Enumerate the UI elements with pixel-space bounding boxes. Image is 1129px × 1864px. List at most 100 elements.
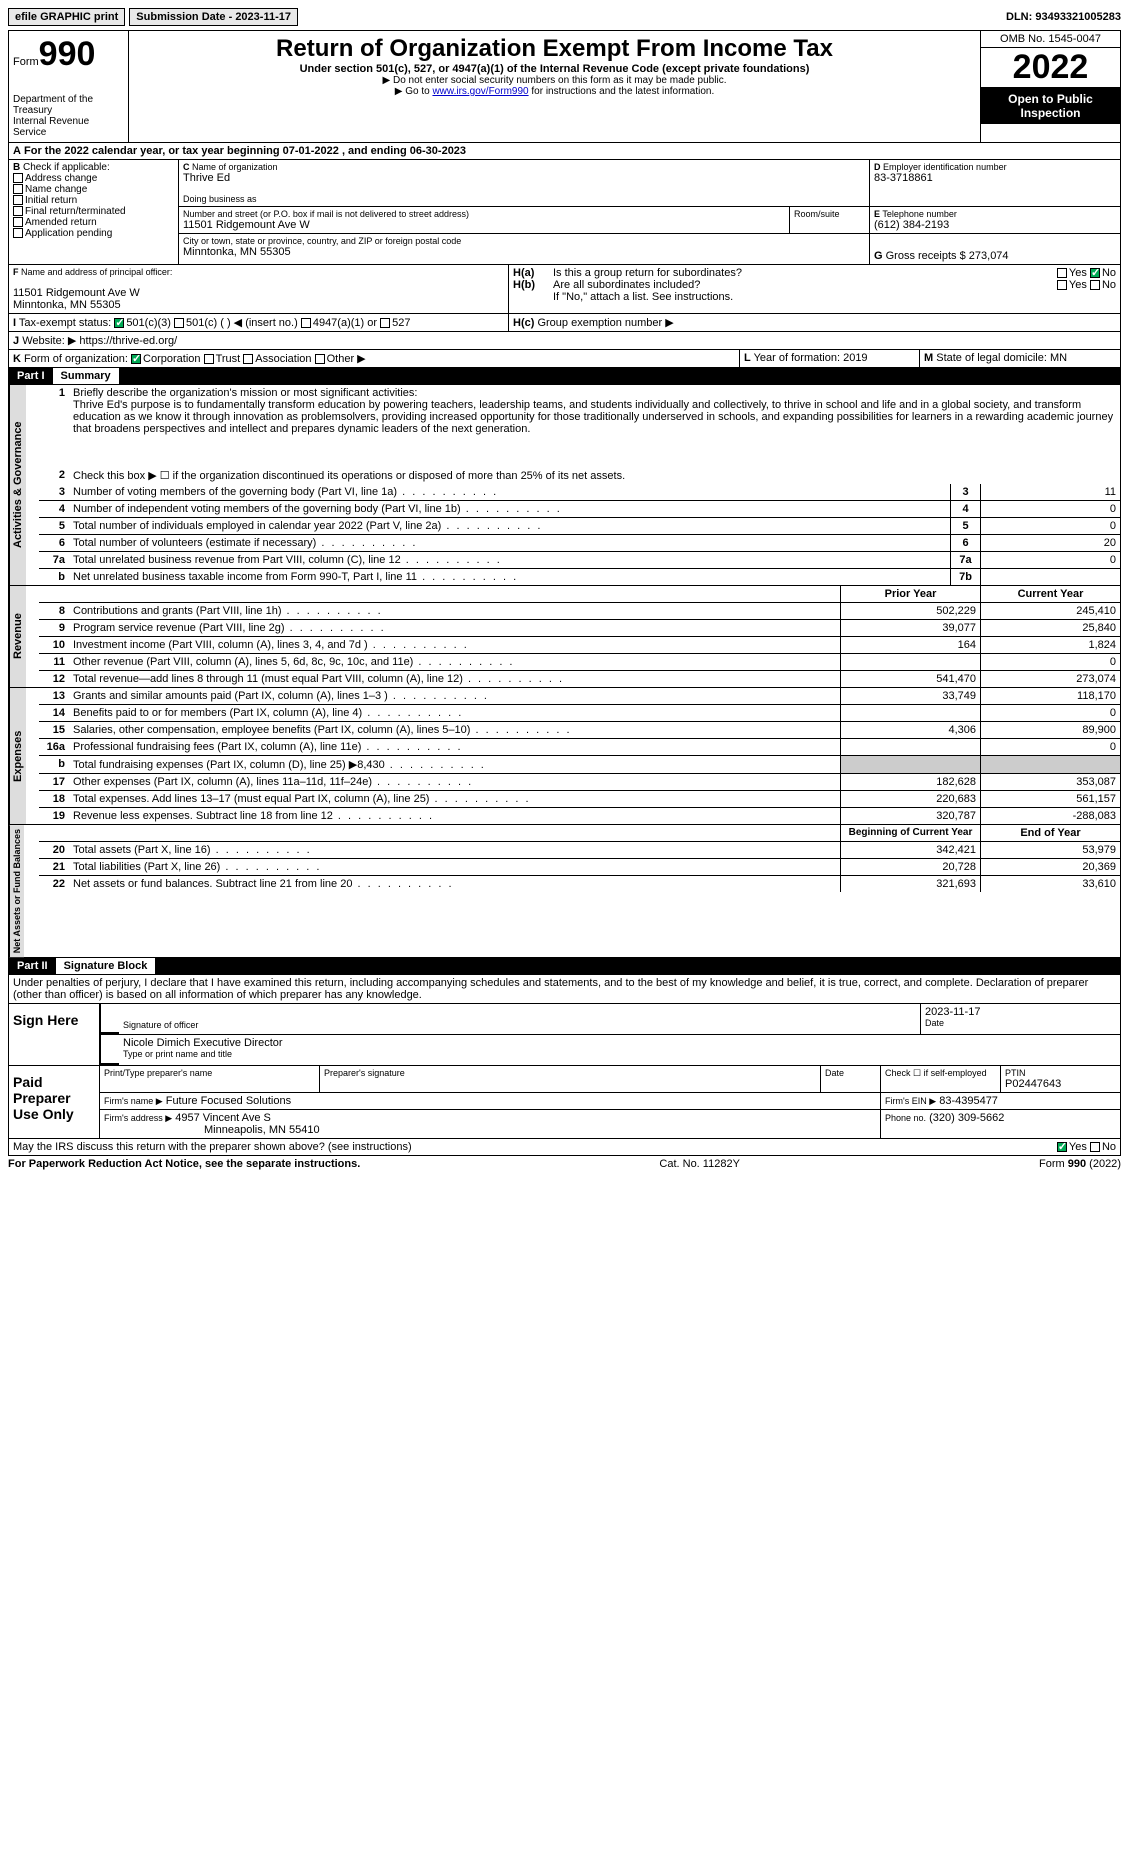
exp-curr-14: 0 xyxy=(980,705,1120,721)
goto-instr: Go to www.irs.gov/Form990 for instructio… xyxy=(133,86,976,97)
gov-val-7a: 0 xyxy=(980,552,1120,568)
net-begin-20: 342,421 xyxy=(840,842,980,858)
net-begin-22: 321,693 xyxy=(840,876,980,892)
mission-text: Thrive Ed's purpose is to fundamentally … xyxy=(73,399,1113,435)
exp-prior-13: 33,749 xyxy=(840,688,980,704)
gov-val-3: 11 xyxy=(980,484,1120,500)
tax-year: 2022 xyxy=(981,48,1120,88)
exp-curr-16a: 0 xyxy=(980,739,1120,755)
rev-curr-11: 0 xyxy=(980,654,1120,670)
exp-prior-16a xyxy=(840,739,980,755)
sig-date: 2023-11-17 xyxy=(925,1006,1116,1018)
year-formation: 2019 xyxy=(843,352,867,364)
rev-prior-9: 39,077 xyxy=(840,620,980,636)
assoc-checkbox[interactable] xyxy=(243,354,253,364)
name-change-checkbox[interactable] xyxy=(13,184,23,194)
exp-curr-13: 118,170 xyxy=(980,688,1120,704)
rev-prior-8: 502,229 xyxy=(840,603,980,619)
paperwork-notice: For Paperwork Reduction Act Notice, see … xyxy=(8,1158,360,1170)
gov-val-5: 0 xyxy=(980,518,1120,534)
4947-checkbox[interactable] xyxy=(301,318,311,328)
gov-val-7b xyxy=(980,569,1120,585)
tab-revenue: Revenue xyxy=(9,586,26,687)
gov-val-4: 0 xyxy=(980,501,1120,517)
section-b: B Check if applicable: Address change Na… xyxy=(9,160,179,264)
state-domicile: MN xyxy=(1050,352,1067,364)
rev-curr-9: 25,840 xyxy=(980,620,1120,636)
perjury-decl: Under penalties of perjury, I declare th… xyxy=(8,975,1121,1004)
ptin: P02447643 xyxy=(1005,1078,1116,1090)
part2-hdr: Part II xyxy=(9,958,56,974)
website: https://thrive-ed.org/ xyxy=(79,335,177,347)
ein: 83-3718861 xyxy=(874,172,1116,184)
firm-addr1: 4957 Vincent Ave S xyxy=(175,1112,271,1124)
net-end-21: 20,369 xyxy=(980,859,1120,875)
efile-print-btn[interactable]: efile GRAPHIC print xyxy=(8,8,125,26)
501c-checkbox[interactable] xyxy=(174,318,184,328)
trust-checkbox[interactable] xyxy=(204,354,214,364)
ha-no-checkbox[interactable] xyxy=(1090,268,1100,278)
officer-addr1: 11501 Ridgemount Ave W xyxy=(13,287,504,299)
dln-label: DLN: 93493321005283 xyxy=(1006,11,1121,23)
firm-addr2: Minneapolis, MN 55410 xyxy=(204,1124,320,1136)
firm-phone: (320) 309-5662 xyxy=(929,1112,1004,1124)
line-a: A For the 2022 calendar year, or tax yea… xyxy=(9,143,1120,159)
exp-prior-15: 4,306 xyxy=(840,722,980,738)
net-end-20: 53,979 xyxy=(980,842,1120,858)
net-end-22: 33,610 xyxy=(980,876,1120,892)
tab-expenses: Expenses xyxy=(9,688,26,824)
irs-label: Internal Revenue Service xyxy=(13,116,124,138)
paid-preparer-label: Paid Preparer Use Only xyxy=(9,1066,99,1138)
rev-curr-8: 245,410 xyxy=(980,603,1120,619)
exp-prior-18: 220,683 xyxy=(840,791,980,807)
exp-curr-18: 561,157 xyxy=(980,791,1120,807)
corp-checkbox[interactable] xyxy=(131,354,141,364)
form-footer: Form 990 (2022) xyxy=(1039,1158,1121,1170)
rev-curr-10: 1,824 xyxy=(980,637,1120,653)
officer-addr2: Minntonka, MN 55305 xyxy=(13,299,504,311)
501c3-checkbox[interactable] xyxy=(114,318,124,328)
form-number: 990 xyxy=(39,35,96,73)
phone: (612) 384-2193 xyxy=(874,219,1116,231)
discuss-yes-checkbox[interactable] xyxy=(1057,1142,1067,1152)
other-checkbox[interactable] xyxy=(315,354,325,364)
form-title: Return of Organization Exempt From Incom… xyxy=(133,35,976,63)
exp-prior-19: 320,787 xyxy=(840,808,980,824)
net-begin-21: 20,728 xyxy=(840,859,980,875)
tab-governance: Activities & Governance xyxy=(9,385,26,585)
rev-prior-12: 541,470 xyxy=(840,671,980,687)
exp-curr-19: -288,083 xyxy=(980,808,1120,824)
hb-no-checkbox[interactable] xyxy=(1090,280,1100,290)
form990-link[interactable]: www.irs.gov/Form990 xyxy=(432,86,528,97)
officer-name: Nicole Dimich Executive Director xyxy=(123,1037,1116,1049)
dept-label: Department of the Treasury xyxy=(13,94,124,116)
final-return-checkbox[interactable] xyxy=(13,206,23,216)
discuss-no-checkbox[interactable] xyxy=(1090,1142,1100,1152)
topbar: efile GRAPHIC print Submission Date - 20… xyxy=(8,8,1121,26)
exp-curr-15: 89,900 xyxy=(980,722,1120,738)
cat-no: Cat. No. 11282Y xyxy=(659,1158,740,1170)
form-header: Form990 Department of the Treasury Inter… xyxy=(8,30,1121,143)
ssn-warning: Do not enter social security numbers on … xyxy=(133,75,976,86)
ha-yes-checkbox[interactable] xyxy=(1057,268,1067,278)
omb-number: OMB No. 1545-0047 xyxy=(981,31,1120,48)
rev-prior-10: 164 xyxy=(840,637,980,653)
part1-title: Summary xyxy=(53,368,119,384)
rev-curr-12: 273,074 xyxy=(980,671,1120,687)
gross-receipts: 273,074 xyxy=(969,250,1009,262)
initial-return-checkbox[interactable] xyxy=(13,195,23,205)
addr-change-checkbox[interactable] xyxy=(13,173,23,183)
part1-hdr: Part I xyxy=(9,368,53,384)
exp-prior-14 xyxy=(840,705,980,721)
tab-netassets: Net Assets or Fund Balances xyxy=(9,825,24,957)
gov-val-6: 20 xyxy=(980,535,1120,551)
form-word: Form xyxy=(13,56,39,68)
part2-title: Signature Block xyxy=(56,958,156,974)
exp-prior-17: 182,628 xyxy=(840,774,980,790)
exp-curr-17: 353,087 xyxy=(980,774,1120,790)
hb-yes-checkbox[interactable] xyxy=(1057,280,1067,290)
app-pending-checkbox[interactable] xyxy=(13,228,23,238)
527-checkbox[interactable] xyxy=(380,318,390,328)
amended-return-checkbox[interactable] xyxy=(13,217,23,227)
submission-date-btn[interactable]: Submission Date - 2023-11-17 xyxy=(129,8,298,26)
